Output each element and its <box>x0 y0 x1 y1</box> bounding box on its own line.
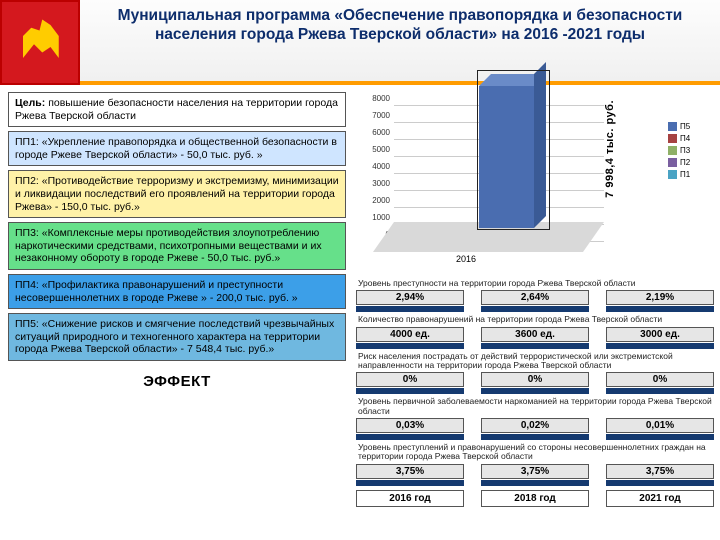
metric-value: 0,01% <box>606 418 714 433</box>
year-label: 2021 год <box>606 490 714 507</box>
metric-strip <box>606 388 714 394</box>
metric-label: Риск населения пострадать от действий те… <box>358 352 714 371</box>
metric-label: Количество правонарушений на территории … <box>358 315 714 324</box>
header: Муниципальная программа «Обеспечение пра… <box>0 0 720 85</box>
metric-strip <box>606 343 714 349</box>
metric-label: Уровень преступлений и правонарушений со… <box>358 443 714 462</box>
metric-strip <box>356 306 464 312</box>
metric-value: 0,02% <box>481 418 589 433</box>
page-title: Муниципальная программа «Обеспечение пра… <box>90 6 710 45</box>
metric-strip <box>356 480 464 486</box>
legend-label: П5 <box>680 122 690 131</box>
title-band: Муниципальная программа «Обеспечение пра… <box>80 0 720 85</box>
metric-strip <box>606 480 714 486</box>
ytick: 7000 <box>356 111 390 128</box>
metric-value: 0% <box>606 372 714 387</box>
coat-of-arms-icon <box>0 0 80 85</box>
subprogram-pp1: ПП1: «Укрепление правопорядка и обществе… <box>8 131 346 166</box>
legend-label: П1 <box>680 170 690 179</box>
goal-prefix: Цель: <box>15 97 48 109</box>
metric-value: 3,75% <box>481 464 589 479</box>
year-row: 2016 год 2018 год 2021 год <box>356 490 714 507</box>
subprogram-pp5: ПП5: «Снижение рисков и смягчение послед… <box>8 313 346 361</box>
metric-strip <box>356 388 464 394</box>
metric-value: 2,64% <box>481 290 589 305</box>
chart-plot <box>394 92 604 252</box>
legend-item: П3 <box>668 146 714 155</box>
goal-box: Цель: повышение безопасности населения н… <box>8 92 346 127</box>
legend-label: П4 <box>680 134 690 143</box>
metrics-block: Уровень преступности на территории город… <box>356 276 714 507</box>
year-label: 2018 год <box>481 490 589 507</box>
metric: Уровень преступности на территории город… <box>356 279 714 312</box>
legend-swatch-icon <box>668 146 677 155</box>
metric: Уровень преступлений и правонарушений со… <box>356 443 714 486</box>
chart-bar <box>479 86 534 228</box>
legend-label: П2 <box>680 158 690 167</box>
legend-item: П1 <box>668 170 714 179</box>
legend-item: П2 <box>668 158 714 167</box>
metric-strip <box>481 343 589 349</box>
legend-item: П5 <box>668 122 714 131</box>
chart-x-label: 2016 <box>456 254 476 264</box>
metric-label: Уровень первичной заболеваемости наркома… <box>358 397 714 416</box>
ytick: 3000 <box>356 179 390 196</box>
subprogram-pp3: ПП3: «Комплексные меры противодействия з… <box>8 222 346 270</box>
metric-value: 0% <box>481 372 589 387</box>
metric-value: 3000 ед. <box>606 327 714 342</box>
left-column: Цель: повышение безопасности населения н… <box>8 92 346 390</box>
ytick: 4000 <box>356 162 390 179</box>
metric-strip <box>606 434 714 440</box>
metric-strip <box>481 480 589 486</box>
right-column: 8000 7000 6000 5000 4000 3000 2000 1000 … <box>356 92 714 270</box>
year-label: 2016 год <box>356 490 464 507</box>
effect-label: ЭФФЕКТ <box>8 373 346 390</box>
metric-strip <box>481 306 589 312</box>
metric-value: 2,94% <box>356 290 464 305</box>
ytick: 1000 <box>356 213 390 230</box>
legend-swatch-icon <box>668 170 677 179</box>
metric: Количество правонарушений на территории … <box>356 315 714 348</box>
metric-strip <box>481 388 589 394</box>
goal-text: повышение безопасности населения на терр… <box>15 97 338 122</box>
chart-y-axis: 8000 7000 6000 5000 4000 3000 2000 1000 … <box>356 94 390 247</box>
legend-swatch-icon <box>668 134 677 143</box>
metric-value: 4000 ед. <box>356 327 464 342</box>
metric-strip <box>606 306 714 312</box>
metric-value: 0,03% <box>356 418 464 433</box>
subprogram-pp2: ПП2: «Противодействие терроризму и экстр… <box>8 170 346 218</box>
legend-swatch-icon <box>668 122 677 131</box>
funding-chart: 8000 7000 6000 5000 4000 3000 2000 1000 … <box>356 92 714 270</box>
metric-strip <box>356 343 464 349</box>
metric-strip <box>356 434 464 440</box>
ytick: 8000 <box>356 94 390 111</box>
metric-value: 3,75% <box>606 464 714 479</box>
metric-value: 3,75% <box>356 464 464 479</box>
chart-bar-label: 7 998,4 тыс. руб. <box>604 100 616 198</box>
metric-value: 0% <box>356 372 464 387</box>
chart-legend: П5 П4 П3 П2 П1 <box>668 122 714 182</box>
metric-strip <box>481 434 589 440</box>
legend-item: П4 <box>668 134 714 143</box>
subprogram-pp4: ПП4: «Профилактика правонарушений и прес… <box>8 274 346 309</box>
metric: Риск населения пострадать от действий те… <box>356 352 714 395</box>
legend-swatch-icon <box>668 158 677 167</box>
metric-value: 2,19% <box>606 290 714 305</box>
metric: Уровень первичной заболеваемости наркома… <box>356 397 714 440</box>
metric-value: 3600 ед. <box>481 327 589 342</box>
ytick: 6000 <box>356 128 390 145</box>
legend-label: П3 <box>680 146 690 155</box>
ytick: 5000 <box>356 145 390 162</box>
metric-label: Уровень преступности на территории город… <box>358 279 714 288</box>
ytick: 2000 <box>356 196 390 213</box>
